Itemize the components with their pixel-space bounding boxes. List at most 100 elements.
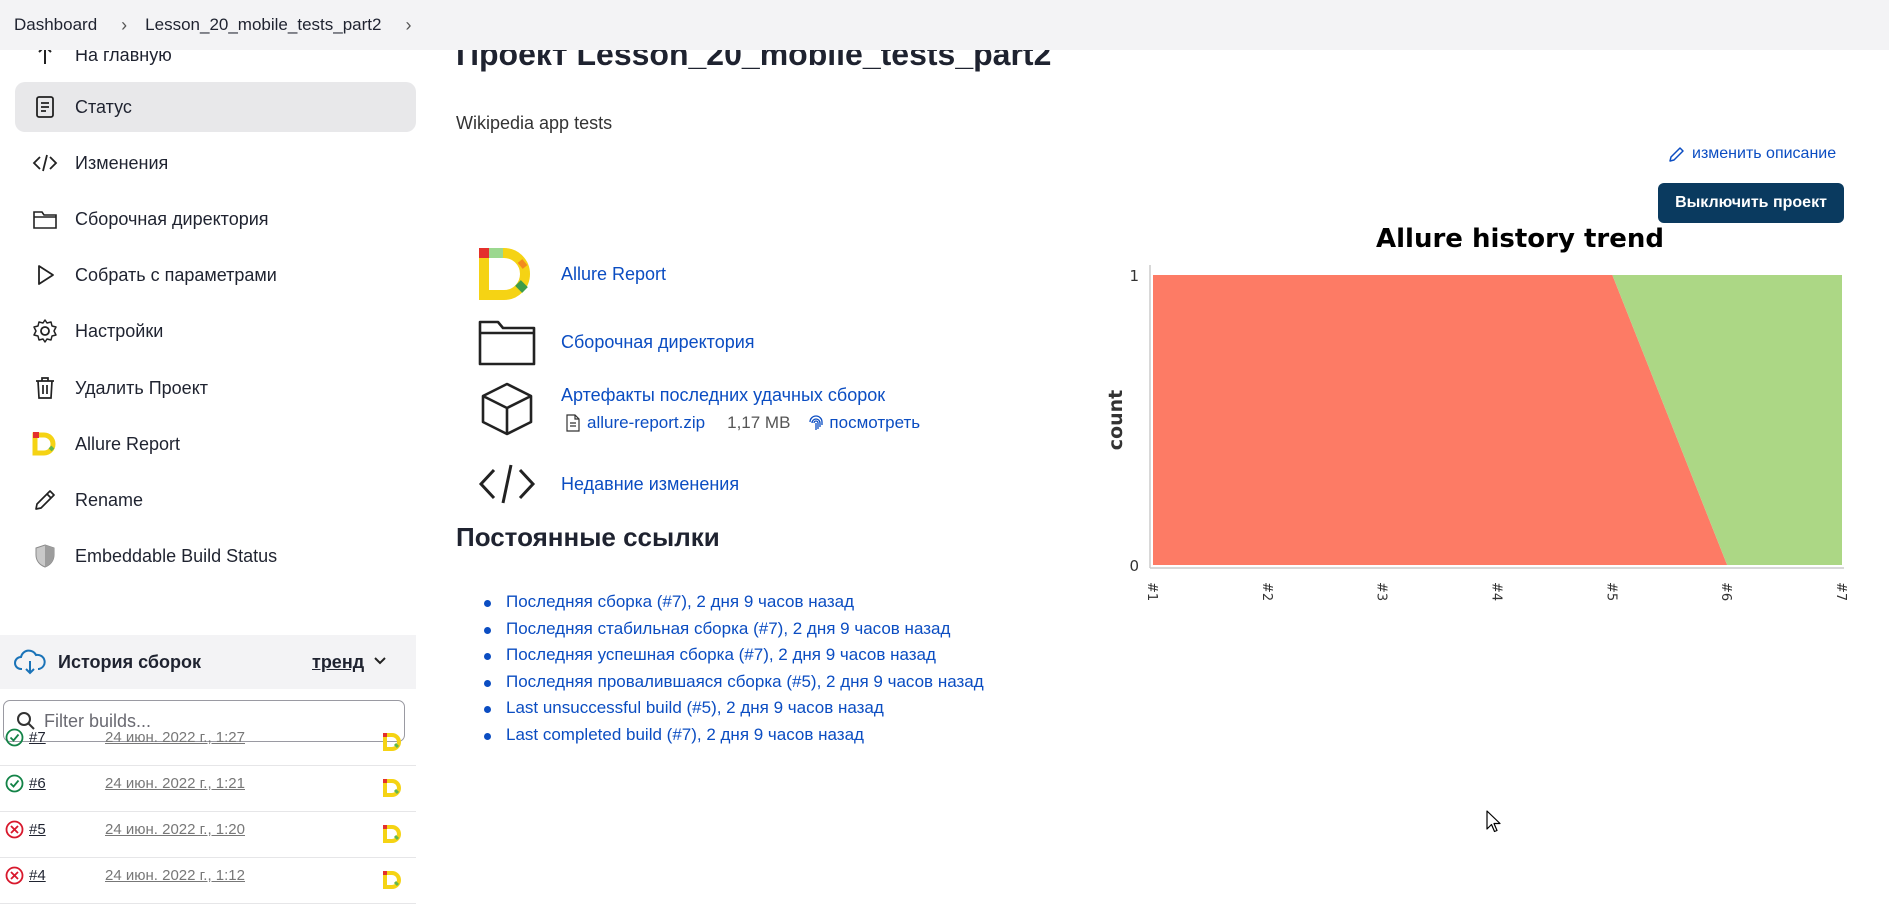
breadcrumb-project[interactable]: Lesson_20_mobile_tests_part2: [145, 15, 382, 34]
sidebar-item-settings[interactable]: Настройки: [15, 306, 416, 356]
permalink-last-successful[interactable]: Последняя успешная сборка (#7), 2 дня 9 …: [506, 645, 936, 664]
build-history-title: История сборок: [58, 651, 201, 672]
allure-logo-icon: [29, 428, 61, 460]
sidebar-item-label: Embeddable Build Status: [75, 545, 278, 566]
build-row[interactable]: #6 24 июн. 2022 г., 1:21: [0, 766, 416, 812]
workspace-link[interactable]: Сборочная директория: [561, 331, 755, 352]
sidebar-item-workspace[interactable]: Сборочная директория: [15, 194, 416, 244]
sidebar-item-label: Изменения: [75, 152, 169, 173]
pencil-icon: [1669, 147, 1684, 162]
build-date[interactable]: 24 июн. 2022 г., 1:20: [105, 821, 245, 838]
artifacts-link[interactable]: Артефакты последних удачных сборок: [561, 385, 886, 405]
sidebar-item-embeddable-build-status[interactable]: Embeddable Build Status: [15, 531, 416, 581]
edit-description-link[interactable]: изменить описание: [1668, 145, 1836, 163]
build-date[interactable]: 24 июн. 2022 г., 1:21: [105, 775, 245, 792]
chart-plot: 0 1 #1 #2 #3 #4 #5 #6 #7 count: [1105, 265, 1848, 601]
sidebar-item-label: Статус: [75, 96, 132, 117]
play-icon: [29, 259, 61, 291]
permalink-last-failed[interactable]: Последняя провалившаяся сборка (#5), 2 д…: [506, 671, 984, 691]
success-icon: [5, 728, 24, 747]
filter-builds-input[interactable]: [44, 710, 384, 732]
sidebar-item-label: Настройки: [75, 320, 164, 341]
x-tick-label: #2: [1259, 582, 1274, 601]
sidebar-item-label: Rename: [75, 489, 144, 510]
allure-logo-icon[interactable]: [382, 824, 402, 844]
failure-icon: [5, 866, 24, 885]
area-series-0[interactable]: [1153, 275, 1842, 565]
allure-logo-icon[interactable]: [382, 778, 402, 798]
build-date[interactable]: 24 июн. 2022 г., 1:27: [105, 729, 245, 746]
sidebar-item-build-with-params[interactable]: Собрать с параметрами: [15, 250, 416, 300]
build-number[interactable]: #5: [29, 821, 46, 838]
build-number[interactable]: #4: [29, 867, 46, 884]
success-icon: [5, 774, 24, 793]
x-tick-label: #5: [1603, 582, 1618, 601]
chevron-down-icon[interactable]: [372, 653, 388, 669]
mouse-cursor-icon: [1486, 810, 1501, 833]
build-number[interactable]: #6: [29, 775, 46, 792]
search-icon: [17, 712, 35, 730]
failure-icon: [5, 820, 24, 839]
sidebar-item-rename[interactable]: Rename: [15, 475, 416, 525]
build-history-header: История сборок тренд: [0, 635, 416, 689]
allure-logo-icon[interactable]: [382, 732, 402, 752]
pencil-icon: [29, 484, 61, 516]
code-icon: [476, 456, 538, 512]
list-item: Last unsuccessful build (#5), 2 дня 9 ча…: [484, 698, 984, 725]
y-tick-label: 1: [1129, 267, 1139, 285]
allure-trend-chart[interactable]: Allure history trend 0 1 #1 #2 #3 #4 #5 #6 #7 cou…: [1100, 218, 1860, 608]
build-number[interactable]: #7: [29, 729, 46, 746]
fingerprint-icon: [809, 415, 824, 430]
artifact-size: 1,17 MB: [727, 413, 791, 432]
sidebar-item-allure-report[interactable]: Allure Report: [15, 419, 416, 469]
permalinks-title: Постоянные ссылки: [456, 522, 720, 552]
recent-changes-link[interactable]: Недавние изменения: [561, 473, 740, 494]
cloud-icon: [14, 649, 46, 675]
shield-icon: [29, 540, 61, 572]
file-icon: [566, 414, 580, 432]
sidebar-item-changes[interactable]: Изменения: [15, 138, 416, 188]
breadcrumb-dashboard[interactable]: Dashboard: [14, 15, 98, 34]
workspace-row: Сборочная директория: [476, 314, 755, 370]
edit-description-label: изменить описание: [1692, 145, 1837, 162]
folder-icon: [29, 203, 61, 235]
notepad-icon: [29, 91, 61, 123]
trend-link[interactable]: тренд: [312, 651, 365, 672]
build-row[interactable]: #4 24 июн. 2022 г., 1:12: [0, 858, 416, 904]
artifact-view-link[interactable]: посмотреть: [808, 413, 920, 433]
trash-icon: [29, 372, 61, 404]
permalink-last-stable[interactable]: Последняя стабильная сборка (#7), 2 дня …: [506, 618, 951, 638]
artifact-file-link[interactable]: allure-report.zip: [587, 413, 706, 432]
permalink-last-build[interactable]: Последняя сборка (#7), 2 дня 9 часов наз…: [506, 592, 855, 611]
area-series-1[interactable]: [1153, 275, 1842, 565]
list-item: Последняя успешная сборка (#7), 2 дня 9 …: [484, 645, 984, 672]
chevron-right-icon[interactable]: ›: [405, 14, 412, 35]
artifact-view-label: посмотреть: [829, 413, 921, 432]
allure-report-link[interactable]: Allure Report: [561, 263, 667, 284]
disable-project-button[interactable]: Выключить проект: [1658, 183, 1844, 223]
permalink-last-completed[interactable]: Last completed build (#7), 2 дня 9 часов…: [506, 724, 864, 744]
list-item: Последняя сборка (#7), 2 дня 9 часов наз…: [484, 592, 984, 619]
sidebar-item-status[interactable]: Статус: [15, 82, 416, 132]
x-tick-label: #6: [1718, 582, 1733, 601]
allure-report-row: Allure Report: [476, 246, 666, 302]
code-icon: [29, 147, 61, 179]
x-tick-label: #3: [1374, 582, 1389, 601]
permalinks-list: Последняя сборка (#7), 2 дня 9 часов наз…: [484, 592, 984, 751]
build-row[interactable]: #7 24 июн. 2022 г., 1:27: [0, 720, 416, 766]
artifacts-row: Артефакты последних удачных сборок: [476, 381, 885, 437]
list-item: Последняя стабильная сборка (#7), 2 дня …: [484, 619, 984, 646]
chart-title: Allure history trend: [1376, 224, 1664, 254]
sidebar-item-delete-project[interactable]: Удалить Проект: [15, 363, 416, 413]
gear-icon: [29, 315, 61, 347]
build-row[interactable]: #5 24 июн. 2022 г., 1:20: [0, 812, 416, 858]
recent-changes-row: Недавние изменения: [476, 456, 739, 512]
build-date[interactable]: 24 июн. 2022 г., 1:12: [105, 867, 245, 884]
x-tick-label: #4: [1489, 582, 1504, 601]
breadcrumb: Dashboard › Lesson_20_mobile_tests_part2…: [0, 0, 1889, 50]
list-item: Последняя провалившаяся сборка (#5), 2 д…: [484, 672, 984, 699]
permalink-last-unsuccessful[interactable]: Last unsuccessful build (#5), 2 дня 9 ча…: [506, 698, 884, 717]
y-axis-label: count: [1105, 390, 1127, 450]
allure-logo-icon[interactable]: [382, 870, 402, 890]
filter-builds-field[interactable]: [3, 700, 405, 742]
